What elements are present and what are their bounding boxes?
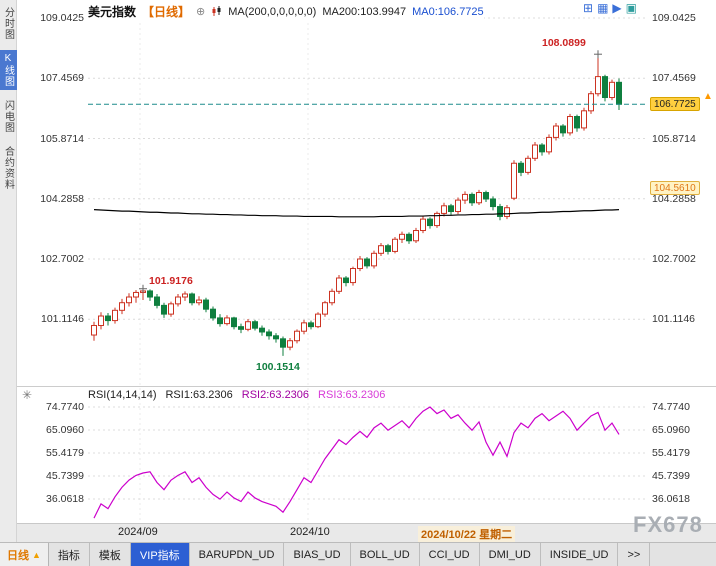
high-price-label: 108.0899: [542, 37, 586, 50]
timeframe-label: 日线: [7, 549, 29, 562]
rsi-axis-label-left: 36.0618: [46, 492, 84, 505]
watermark: FX678: [633, 512, 703, 537]
snapshot-icon[interactable]: ▣: [625, 1, 637, 15]
rsi3-value: RSI3:63.2306: [318, 389, 386, 401]
tab-dmi-ud[interactable]: DMI_UD: [479, 543, 541, 566]
add-indicator-icon[interactable]: ⊕: [196, 6, 206, 18]
price-axis-label-right: 105.8714: [652, 132, 696, 145]
rsi-axis-label-right: 74.7740: [652, 401, 690, 413]
tab-more[interactable]: >>: [618, 543, 651, 566]
ma200-value: MA200:103.9947: [322, 5, 407, 18]
swing-high-label: 101.9176: [149, 274, 193, 287]
chart-canvas[interactable]: [0, 0, 716, 540]
sidebar-item-flash-chart[interactable]: 闪电图: [2, 100, 14, 133]
indicator-tabs: 指标 模板 VIP指标 BARUPDN_UD BIAS_UD BOLL_UD CCI_UD D…: [48, 543, 651, 566]
sidebar-item-kline-chart[interactable]: K线图: [0, 50, 17, 90]
rsi-header: RSI(14,14,14) RSI1:63.2306 RSI2:63.2306 …: [88, 389, 385, 401]
instrument-title: 美元指数: [88, 5, 137, 19]
timeframe-button[interactable]: 日线 ▲: [0, 543, 49, 566]
time-axis-label: 2024/10: [290, 526, 330, 538]
rsi-axis-label-left: 45.7399: [46, 469, 84, 482]
play-icon[interactable]: ▶: [612, 1, 622, 15]
rsi2-value: RSI2:63.2306: [241, 389, 310, 401]
multi-pane-icon[interactable]: ▦: [597, 1, 609, 15]
tab-barupdn-ud[interactable]: BARUPDN_UD: [189, 543, 285, 566]
tab-vip-indicators[interactable]: VIP指标: [130, 543, 190, 566]
time-axis: 2024/10/22 星期二: [0, 523, 716, 542]
reference-price-tag: 104.5610: [650, 181, 700, 196]
tab-bias-ud[interactable]: BIAS_UD: [284, 543, 351, 566]
rsi-axis-label-right: 45.7399: [652, 469, 690, 482]
tab-boll-ud[interactable]: BOLL_UD: [350, 543, 420, 566]
price-axis-label-left: 104.2858: [40, 192, 84, 205]
tab-indicators[interactable]: 指标: [48, 543, 90, 566]
price-axis-label-left: 102.7002: [40, 253, 84, 265]
rsi-axis-label-left: 74.7740: [46, 401, 84, 413]
ma-settings-label: MA(200,0,0,0,0,0): [228, 5, 317, 18]
price-axis-label-left: 109.0425: [40, 12, 84, 24]
price-axis-label-left: 101.1146: [40, 313, 84, 326]
price-axis-label-right: 107.4569: [652, 72, 696, 85]
price-axis-label-left: 105.8714: [40, 132, 84, 145]
chart-header: 美元指数 【日线】 ⊕ MA(200,0,0,0,0,0) MA200:103.…: [88, 3, 484, 20]
chart-toolbar: ⊞ ▦ ▶ ▣: [583, 2, 637, 15]
rsi-axis-label-right: 55.4179: [652, 446, 690, 459]
panel-divider: [17, 386, 716, 387]
grid-layout-icon[interactable]: ⊞: [583, 1, 594, 15]
selected-date-label: 2024/10/22 星期二: [418, 526, 516, 542]
rsi-name-label: RSI(14,14,14): [88, 389, 157, 401]
tab-cci-ud[interactable]: CCI_UD: [419, 543, 480, 566]
price-axis-label-right: 104.2858: [652, 192, 696, 205]
tab-inside-ud[interactable]: INSIDE_UD: [540, 543, 619, 566]
chevron-up-icon: ▲: [32, 549, 41, 560]
time-axis-label: 2024/09: [118, 526, 158, 538]
rsi-axis-label-left: 55.4179: [46, 446, 84, 459]
sidebar-item-time-share-chart[interactable]: 分时图: [2, 7, 14, 40]
price-axis-label-right: 109.0425: [652, 12, 696, 24]
candlestick-mini-icon: [211, 6, 222, 17]
ma0-value: MA0:106.7725: [412, 5, 484, 18]
price-axis-label-right: 102.7002: [652, 253, 696, 265]
bottom-tab-bar: 日线 ▲ 指标 模板 VIP指标 BARUPDN_UD BIAS_UD BOLL_UD CC…: [0, 542, 716, 566]
indicator-settings-icon[interactable]: ✳: [22, 388, 33, 402]
period-label: 【日线】: [142, 5, 191, 19]
price-arrow-icon: ▲: [703, 91, 713, 103]
tab-templates[interactable]: 模板: [89, 543, 131, 566]
price-axis-label-left: 107.4569: [40, 72, 84, 85]
sidebar: 分时图 K线图闪电图合约资料: [0, 0, 17, 542]
current-price-tag: 106.7725: [650, 97, 700, 112]
rsi-axis-label-right: 65.0960: [652, 423, 690, 436]
rsi-axis-label-left: 65.0960: [46, 423, 84, 436]
rsi1-value: RSI1:63.2306: [165, 389, 233, 401]
rsi-axis-label-right: 36.0618: [652, 492, 690, 505]
low-price-label: 100.1514: [256, 360, 300, 373]
price-axis-label-right: 101.1146: [652, 313, 696, 326]
sidebar-item-contract-info[interactable]: 合约资料: [2, 146, 14, 190]
